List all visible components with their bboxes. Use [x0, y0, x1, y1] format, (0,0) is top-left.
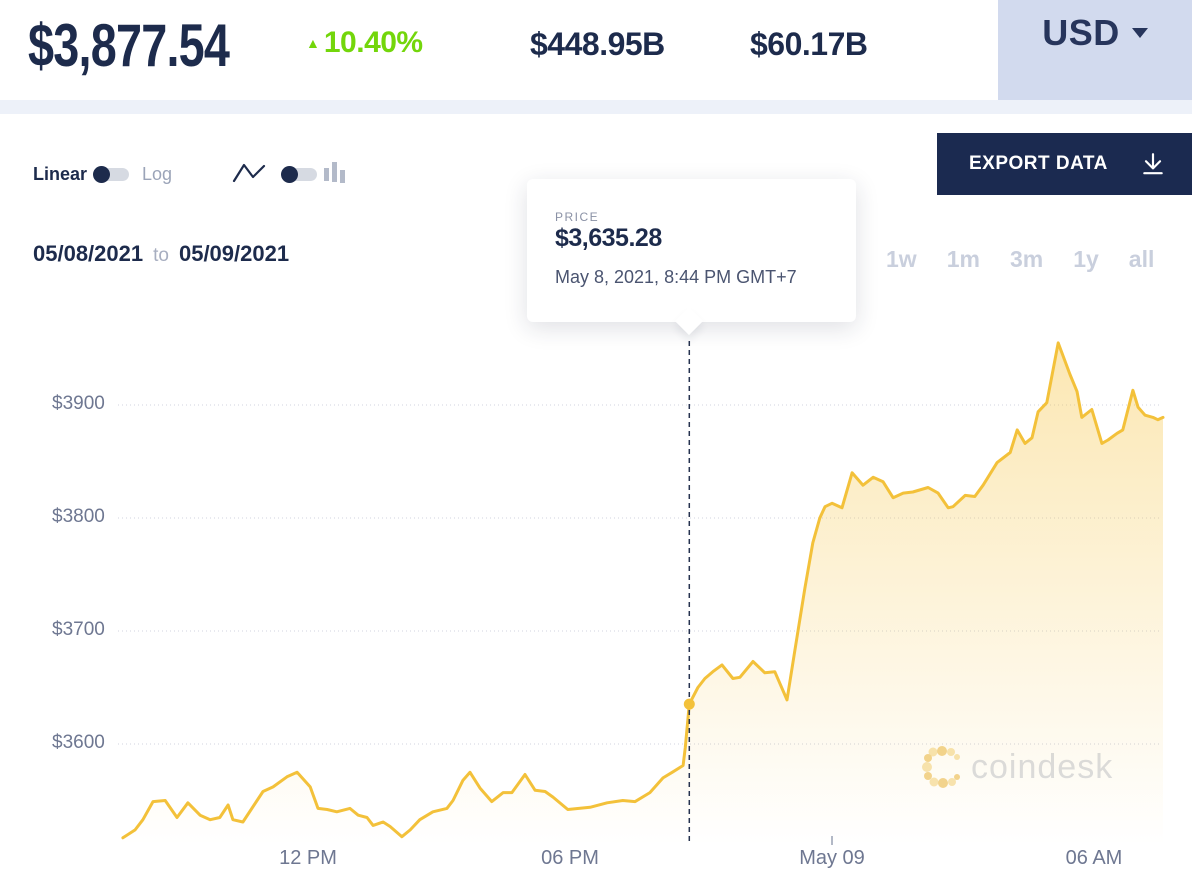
date-range-start[interactable]: 05/08/2021 — [33, 241, 144, 266]
time-range-1m[interactable]: 1m — [946, 246, 980, 272]
date-range-separator: to — [153, 245, 169, 266]
tooltip-value: $3,635.28 — [555, 224, 662, 252]
date-range: 05/08/2021 to 05/09/2021 — [33, 241, 289, 267]
header-divider — [0, 100, 1192, 114]
tooltip-label: PRICE — [555, 210, 600, 224]
current-price: $3,877.54 — [28, 12, 230, 79]
chart-type-toggle-knob — [281, 166, 298, 183]
export-data-button[interactable]: EXPORT DATA — [937, 133, 1192, 195]
tooltip-timestamp: May 8, 2021, 8:44 PM GMT+7 — [555, 267, 797, 287]
scale-log-label[interactable]: Log — [142, 164, 173, 184]
time-range-buttons: 1w 1m 3m 1y all — [886, 246, 1154, 273]
price-tooltip: PRICE $3,635.28 May 8, 2021, 8:44 PM GMT… — [527, 179, 856, 336]
chevron-down-icon — [1131, 28, 1148, 38]
line-chart-icon[interactable] — [232, 160, 266, 186]
scale-linear-label[interactable]: Linear — [33, 164, 88, 184]
download-icon — [1143, 153, 1163, 175]
currency-selector[interactable]: USD — [998, 0, 1192, 100]
selected-point-dot — [683, 698, 695, 710]
market-cap-value: $448.95B — [530, 26, 665, 62]
bar-chart-icon[interactable] — [322, 160, 348, 186]
chart-type-toggle[interactable] — [281, 166, 317, 183]
time-range-3m[interactable]: 3m — [1009, 246, 1044, 272]
price-change-badge: ▲ 10.40% — [306, 26, 423, 59]
volume-value: $60.17B — [750, 26, 868, 62]
time-range-all[interactable]: all — [1128, 246, 1155, 272]
export-data-label: EXPORT DATA — [969, 153, 1108, 174]
scale-toggle[interactable] — [93, 166, 129, 183]
price-change-percent: 10.40% — [323, 26, 423, 59]
time-range-1y[interactable]: 1y — [1073, 246, 1099, 272]
up-arrow-icon: ▲ — [306, 35, 320, 51]
price-area-fill — [122, 342, 1163, 855]
currency-label: USD — [1042, 12, 1120, 53]
time-range-1w[interactable]: 1w — [886, 246, 917, 272]
date-range-end[interactable]: 05/09/2021 — [178, 241, 290, 266]
price-header: $3,877.54 ▲ 10.40% $448.95B $60.17B USD — [0, 0, 1192, 100]
scale-toggle-knob — [93, 166, 110, 183]
